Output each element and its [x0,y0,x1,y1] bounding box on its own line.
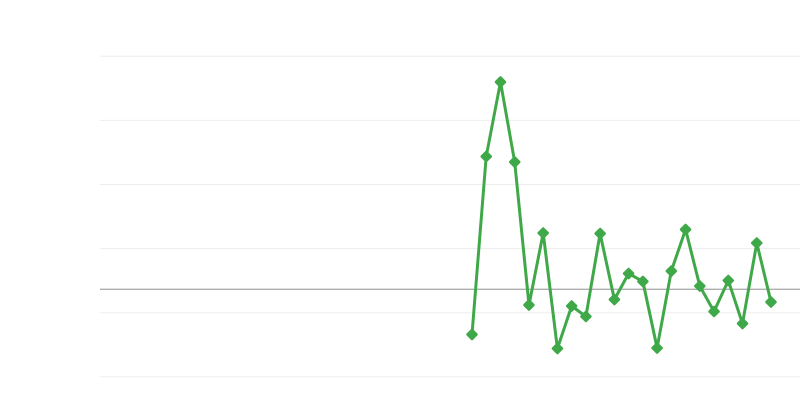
data-point-marker [694,280,706,292]
data-point-marker [708,305,720,318]
data-point-marker [551,342,564,355]
data-point-marker [594,227,606,240]
data-point-marker [665,265,678,277]
series-line [470,80,773,350]
data-point-marker [608,293,621,306]
data-point-marker [637,275,649,288]
data-point-marker [494,76,507,88]
data-point-marker [722,274,735,287]
data-point-marker [523,299,535,311]
line-chart [40,16,800,384]
data-point-marker [480,150,493,163]
chart-svg [100,55,800,378]
data-point-marker [651,342,663,354]
data-point-marker [508,156,521,168]
data-point-marker [466,328,478,341]
data-point-marker [537,227,549,239]
data-point-marker [679,223,692,236]
data-point-marker [580,310,592,323]
data-point-marker [622,267,635,280]
data-point-marker [750,237,763,249]
data-point-marker [765,296,777,308]
data-point-marker [565,300,578,312]
data-point-marker [736,317,749,330]
